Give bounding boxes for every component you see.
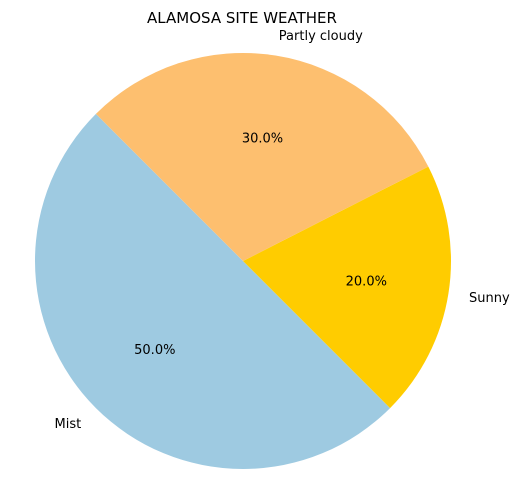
pie-category-label-sunny: Sunny [469, 291, 510, 306]
pie-percent-label-mist: 50.0% [134, 343, 175, 358]
pie-slice-mist [34, 113, 391, 470]
pie-slice-sunny [243, 166, 452, 409]
pie-percent-label-partly-cloudy: 30.0% [242, 132, 283, 147]
pie-slice-partly-cloudy [95, 52, 429, 261]
pie-category-label-partly-cloudy: Partly cloudy [279, 29, 363, 44]
chart-title: ALAMOSA SITE WEATHER [147, 9, 337, 27]
pie-labels: 50.0% Mist 20.0% Sunny 30.0% Partly cloudy [54, 29, 509, 432]
pie-category-label-mist: Mist [54, 417, 81, 432]
pie-percent-label-sunny: 20.0% [346, 275, 387, 290]
pie-slices [34, 52, 452, 470]
